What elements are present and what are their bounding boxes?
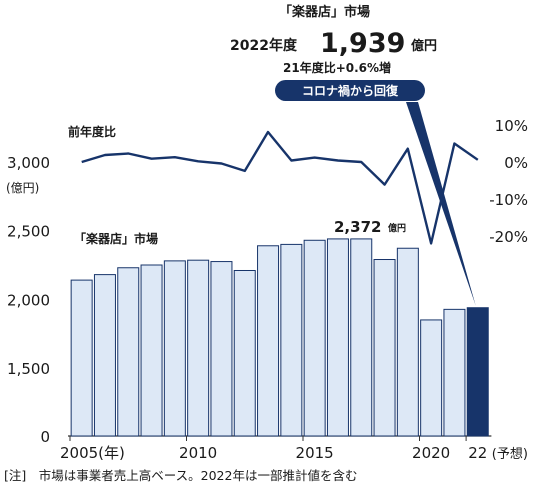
left-tick-label: 0 <box>40 428 50 446</box>
recovery-badge <box>275 80 425 101</box>
bar <box>187 259 210 437</box>
left-axis-unit: (億円) <box>6 181 39 195</box>
yoy-line <box>81 130 479 245</box>
right-tick-label: 10% <box>495 117 528 135</box>
bar <box>93 274 116 437</box>
highlight-change: 21年度比+0.6%増 <box>283 60 391 75</box>
x-tick-label: 2005(年) <box>60 444 125 462</box>
bar <box>233 269 256 437</box>
bar <box>70 279 93 437</box>
bar <box>140 264 163 437</box>
bar-series-label: 「楽器店」市場 <box>74 231 158 246</box>
highlight-value: 1,939 <box>320 28 405 59</box>
bar <box>303 239 326 437</box>
bar-series <box>70 238 489 437</box>
line-series-label: 前年度比 <box>68 124 116 139</box>
bar <box>373 259 396 437</box>
left-tick-label: 1,500 <box>7 360 50 378</box>
x-tick-label: 22 <box>468 444 487 462</box>
axes: 0 1,500 2,000 2,500 3,000 10% 0% -10% -20% 2005(年… <box>7 117 528 462</box>
right-tick-label: 0% <box>504 154 528 172</box>
bar <box>117 267 140 437</box>
bar <box>350 238 373 437</box>
bar <box>396 247 419 437</box>
left-tick-label: 2,000 <box>7 291 50 309</box>
bar <box>420 319 443 437</box>
left-tick-label: 3,000 <box>7 154 50 172</box>
peak-annotation-value: 2,372 <box>334 218 381 236</box>
bar <box>257 245 280 437</box>
right-tick-label: -10% <box>489 191 528 209</box>
highlight-year-label: 2022年度 <box>230 37 298 54</box>
bar-highlight <box>466 307 489 437</box>
bar <box>326 238 349 437</box>
bar <box>280 243 303 437</box>
recovery-badge-label: コロナ禍から回復 <box>302 83 399 98</box>
peak-annotation-unit: 億円 <box>388 222 406 234</box>
x-tick-label: 2010 <box>179 444 217 462</box>
right-tick-label: -20% <box>489 228 528 246</box>
highlight-unit: 億円 <box>411 38 437 54</box>
bar <box>443 308 466 437</box>
chart-header: 「楽器店」市場 2022年度 1,939 億円 21年度比+0.6%増 コロナ禍… <box>230 4 437 101</box>
left-tick-label: 2,500 <box>7 223 50 241</box>
x-tick-label: 2015 <box>296 444 334 462</box>
bar <box>210 261 233 437</box>
footnote: [注] 市場は事業者売上高ベース。2022年は一部推計値を含む <box>4 468 357 483</box>
chart-title: 「楽器店」市場 <box>279 4 370 20</box>
x-tick-label: (予想) <box>492 446 528 462</box>
x-tick-label: 2020 <box>412 444 450 462</box>
bar <box>163 260 186 437</box>
